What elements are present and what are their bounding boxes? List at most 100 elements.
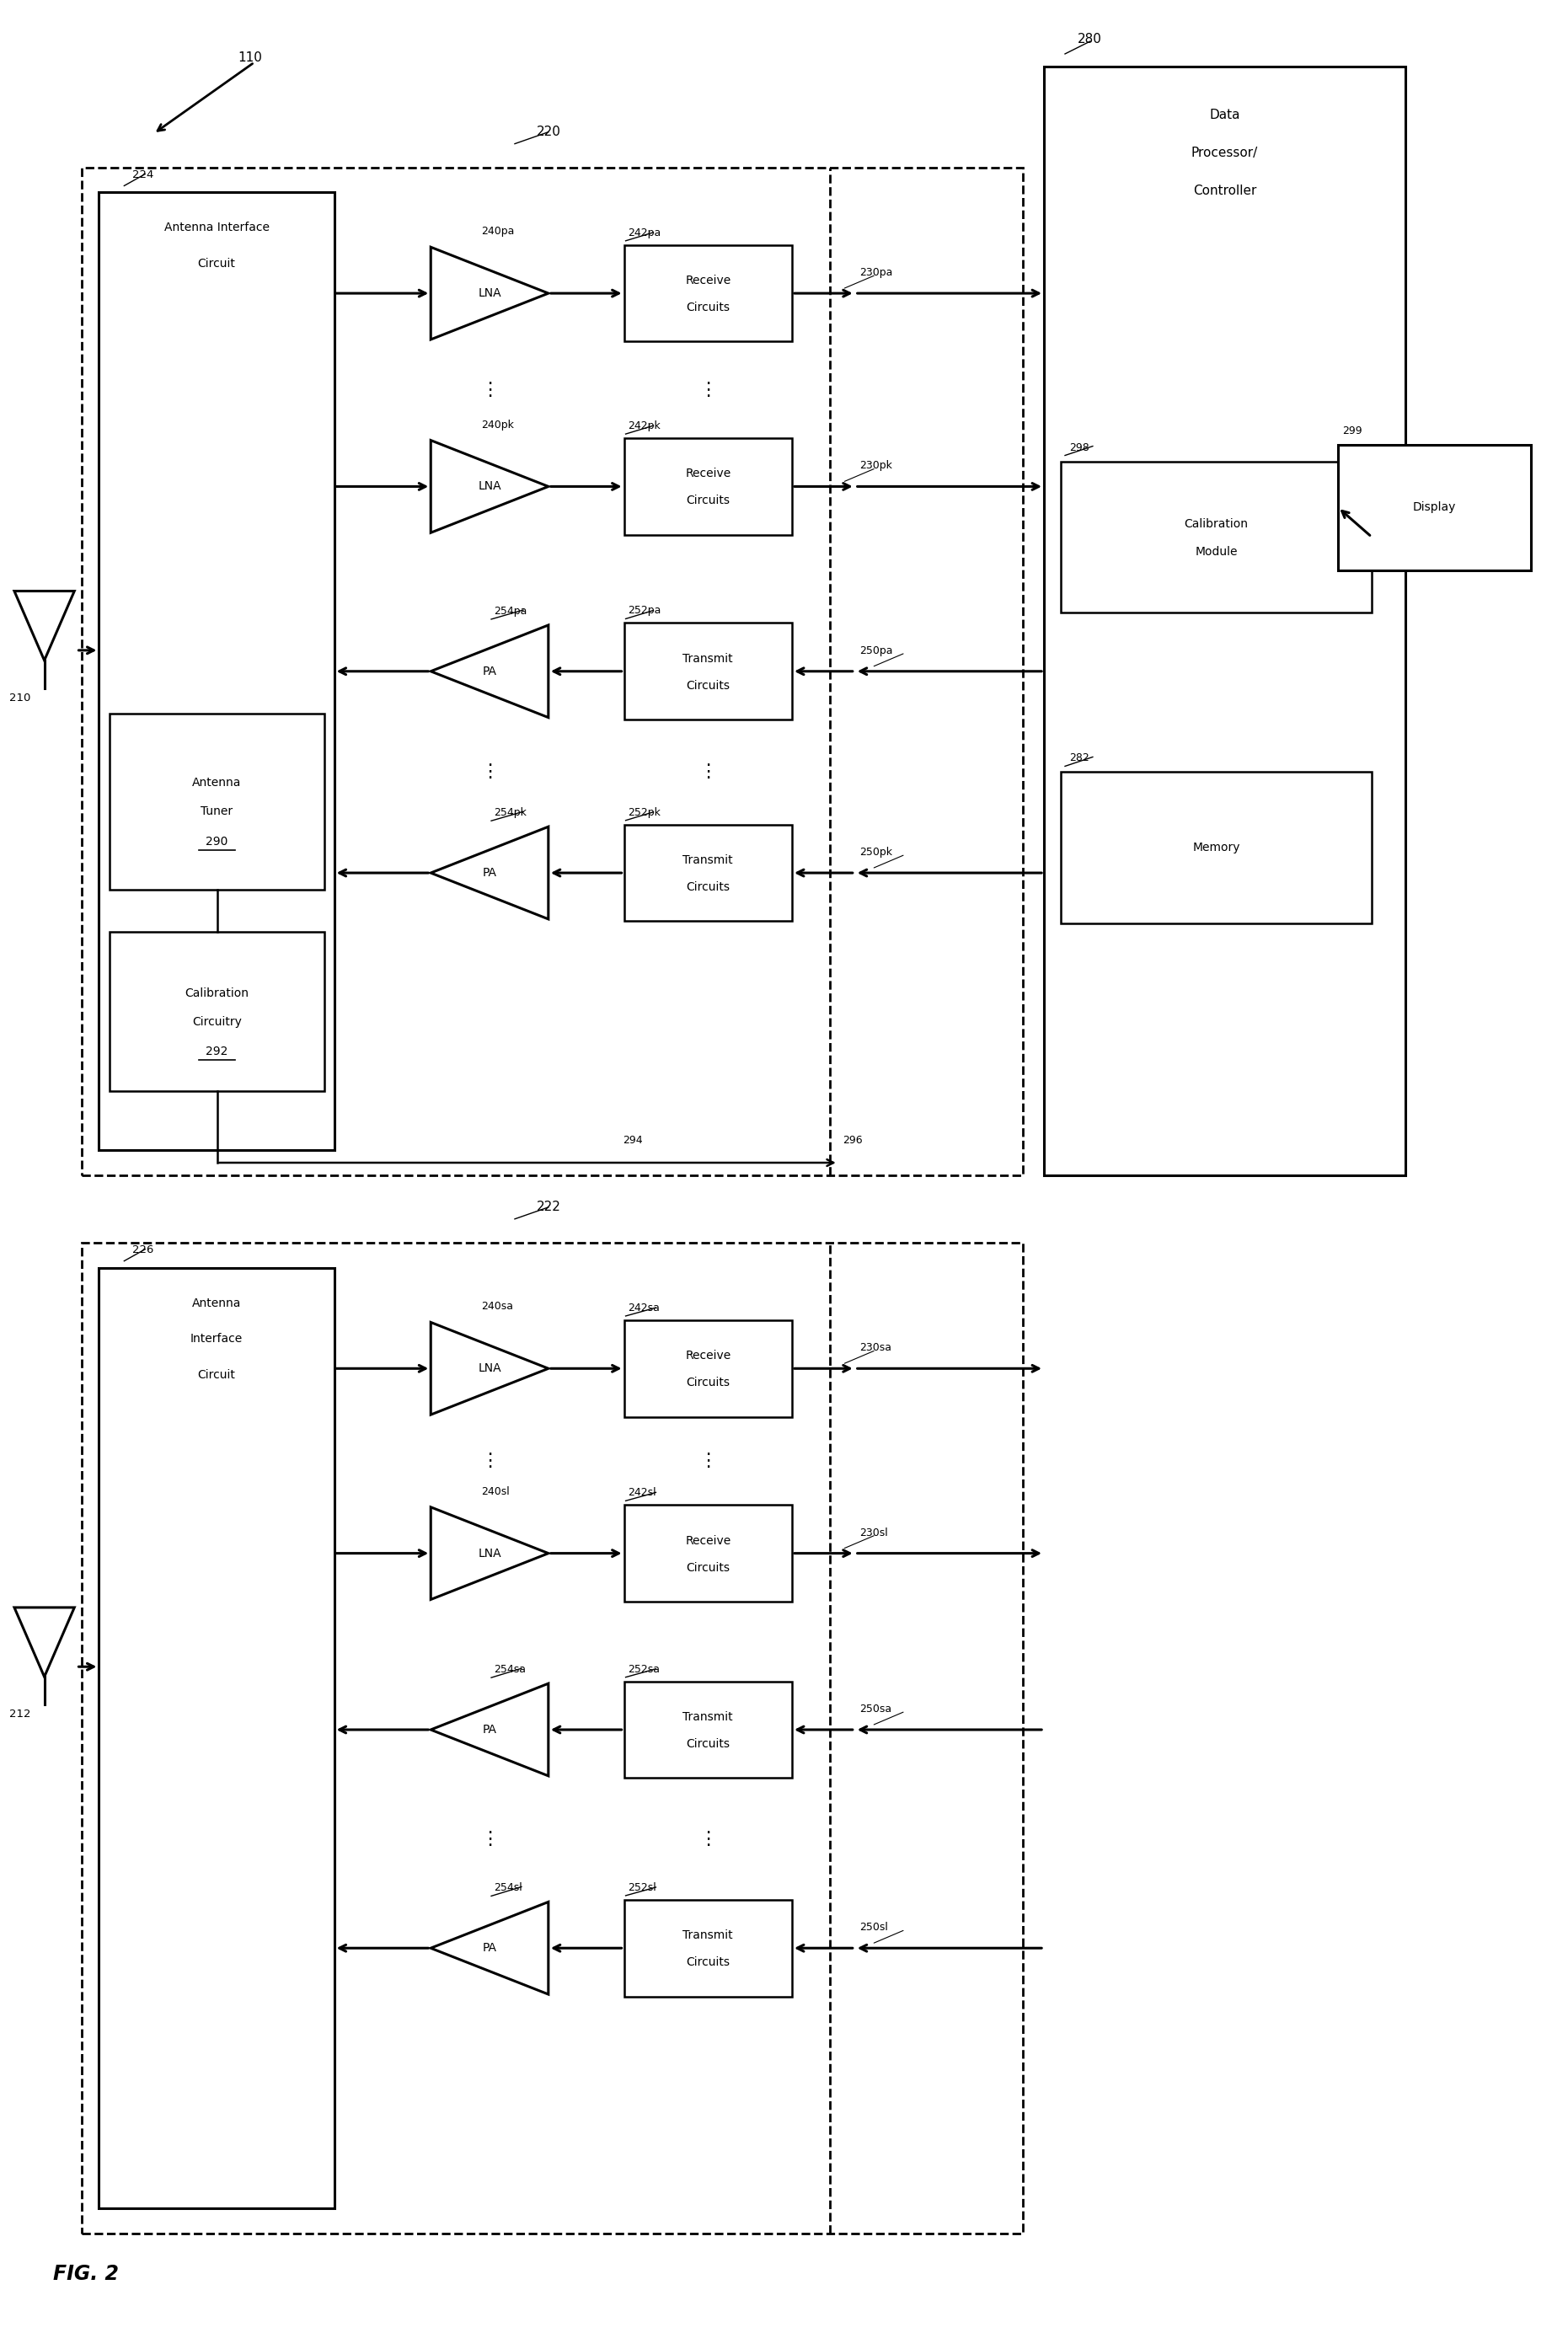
Text: Circuits: Circuits (687, 496, 729, 507)
Text: 299: 299 (1342, 426, 1363, 437)
Polygon shape (431, 1323, 549, 1414)
Polygon shape (431, 828, 549, 919)
Text: 250pa: 250pa (859, 645, 892, 657)
Bar (624, 825, 792, 921)
Bar (99, 1267, 334, 2209)
Text: Transmit: Transmit (682, 1711, 734, 1723)
Bar (624, 437, 792, 535)
Text: LNA: LNA (478, 482, 502, 493)
Text: 242pa: 242pa (629, 227, 662, 238)
Text: Antenna: Antenna (193, 776, 241, 788)
Text: 254pk: 254pk (494, 807, 527, 818)
Text: 280: 280 (1077, 33, 1102, 44)
Text: Circuits: Circuits (687, 1377, 729, 1389)
Text: PA: PA (483, 867, 497, 879)
Text: Data: Data (1209, 108, 1240, 122)
Text: 230sl: 230sl (859, 1527, 887, 1538)
Text: 224: 224 (133, 168, 154, 180)
Text: PA: PA (483, 1943, 497, 1955)
Text: 252sa: 252sa (629, 1665, 660, 1674)
Text: ⋮: ⋮ (480, 1452, 499, 1468)
Text: PA: PA (483, 666, 497, 678)
Text: Tuner: Tuner (201, 807, 234, 818)
Text: 230sa: 230sa (859, 1342, 891, 1354)
Bar (624, 1506, 792, 1602)
Text: 210: 210 (9, 692, 30, 704)
Text: 212: 212 (9, 1709, 30, 1721)
Text: 252pa: 252pa (629, 606, 662, 617)
Bar (1062, 772, 1372, 924)
Text: PA: PA (483, 1723, 497, 1735)
Text: LNA: LNA (478, 1363, 502, 1375)
Text: 240sl: 240sl (481, 1487, 510, 1496)
Text: Circuits: Circuits (687, 302, 729, 313)
Text: ⋮: ⋮ (699, 765, 717, 781)
Bar (624, 1681, 792, 1777)
Text: ⋮: ⋮ (480, 381, 499, 397)
Text: Antenna Interface: Antenna Interface (165, 222, 270, 234)
Bar (1044, 65, 1405, 1176)
Text: Circuits: Circuits (687, 1957, 729, 1969)
Bar (1062, 461, 1372, 613)
Text: Receive: Receive (685, 276, 731, 288)
Text: Memory: Memory (1192, 842, 1240, 853)
Text: 282: 282 (1069, 753, 1090, 765)
Text: 254sa: 254sa (494, 1665, 525, 1674)
Text: FIG. 2: FIG. 2 (53, 2263, 119, 2284)
Bar (624, 1321, 792, 1417)
Polygon shape (431, 624, 549, 718)
Text: Module: Module (1195, 547, 1237, 559)
Text: 290: 290 (205, 837, 227, 849)
Polygon shape (431, 1901, 549, 1994)
Text: 110: 110 (238, 51, 262, 65)
Text: Controller: Controller (1193, 185, 1256, 196)
Text: 254pa: 254pa (494, 606, 527, 617)
Text: Receive: Receive (685, 1534, 731, 1548)
Text: 254sl: 254sl (494, 1882, 522, 1894)
Polygon shape (431, 440, 549, 533)
Text: Display: Display (1413, 503, 1457, 514)
Bar (99, 192, 334, 1150)
Text: Circuit: Circuit (198, 257, 235, 269)
Text: 230pk: 230pk (859, 461, 892, 472)
Bar (624, 622, 792, 720)
Text: ⋮: ⋮ (699, 381, 717, 397)
Text: 250sa: 250sa (859, 1704, 891, 1714)
Text: LNA: LNA (478, 1548, 502, 1559)
Text: 242pk: 242pk (629, 421, 660, 433)
Text: Circuits: Circuits (687, 881, 729, 893)
Text: 230pa: 230pa (859, 267, 892, 278)
Text: ⋮: ⋮ (480, 1831, 499, 1847)
Text: 226: 226 (133, 1244, 154, 1256)
Text: Antenna: Antenna (191, 1298, 241, 1309)
Text: 240pk: 240pk (481, 419, 514, 430)
Text: 252pk: 252pk (629, 807, 662, 818)
Bar (110, 713, 325, 891)
Text: Calibration: Calibration (1184, 519, 1248, 531)
Text: 250sl: 250sl (859, 1922, 887, 1934)
Text: Receive: Receive (685, 1349, 731, 1361)
Text: Circuits: Circuits (687, 1737, 729, 1749)
Text: Circuits: Circuits (687, 1562, 729, 1573)
Text: ⋮: ⋮ (699, 1452, 717, 1468)
Text: LNA: LNA (478, 288, 502, 299)
Text: 294: 294 (622, 1134, 643, 1146)
Bar (624, 1901, 792, 1997)
Text: Transmit: Transmit (682, 1929, 734, 1941)
Polygon shape (431, 1508, 549, 1599)
Text: Calibration: Calibration (185, 987, 249, 998)
Text: Transmit: Transmit (682, 853, 734, 865)
Bar (110, 933, 325, 1092)
Polygon shape (14, 592, 74, 659)
Text: Circuitry: Circuitry (193, 1015, 241, 1026)
Polygon shape (14, 1609, 74, 1676)
Text: 242sl: 242sl (629, 1487, 657, 1499)
Polygon shape (431, 1683, 549, 1777)
Text: Transmit: Transmit (682, 652, 734, 664)
Bar (82, 168, 1022, 1176)
Text: 250pk: 250pk (859, 846, 892, 858)
Text: ⋮: ⋮ (480, 765, 499, 781)
Text: 220: 220 (536, 126, 560, 138)
Text: Processor/: Processor/ (1192, 147, 1258, 159)
Text: 240sa: 240sa (481, 1302, 513, 1312)
